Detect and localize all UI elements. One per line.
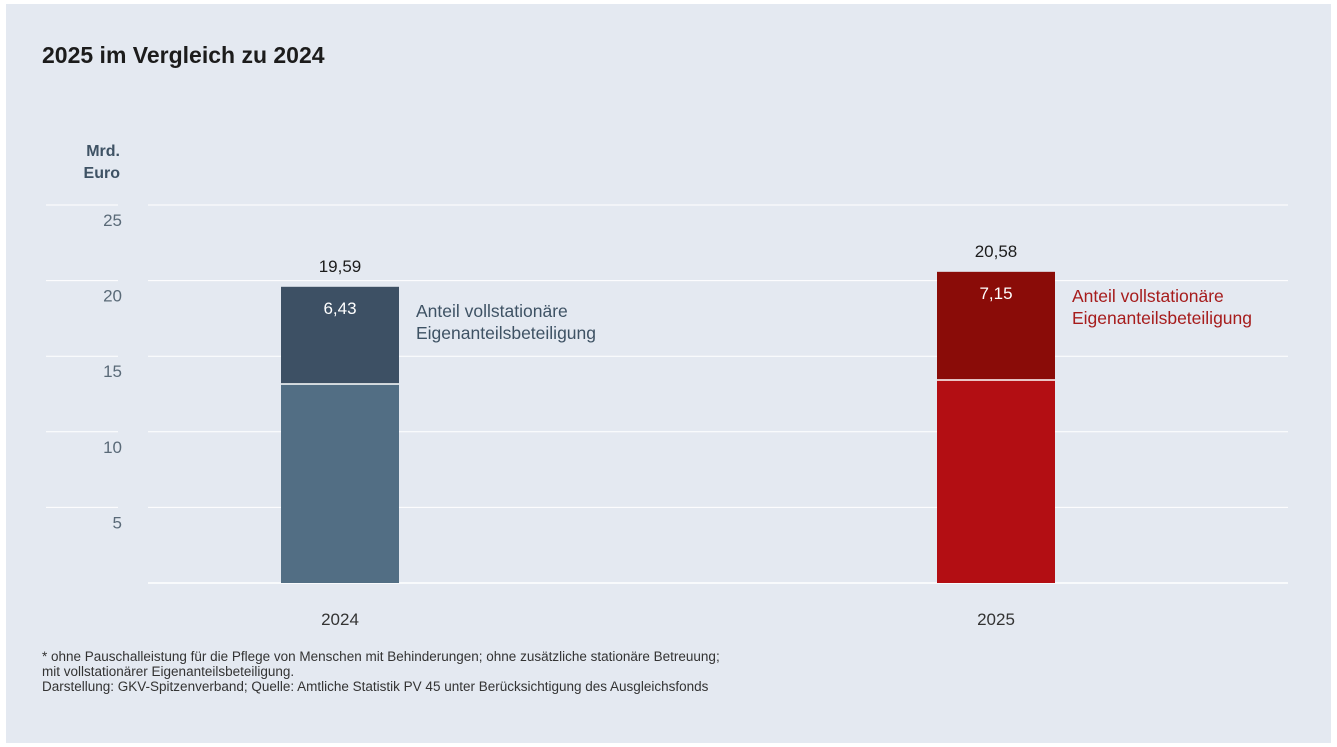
bar-base-2025 [937, 379, 1055, 583]
y-tick-label-25: 25 [103, 211, 122, 230]
bar-annotation-2025-line-1: Anteil vollstationäre [1072, 286, 1224, 306]
y-tick-label-5: 5 [113, 513, 122, 532]
footnote: * ohne Pauschalleistung für die Pflege v… [42, 649, 1042, 694]
footnote-source: Darstellung: GKV-Spitzenverband; Quelle:… [42, 679, 709, 694]
footnote-line-2: mit vollstationärer Eigenanteilsbeteilig… [42, 664, 295, 679]
x-tick-label-2025: 2025 [977, 610, 1015, 629]
bar-segment-top-2024 [281, 286, 399, 385]
y-tick-label-20: 20 [103, 287, 122, 306]
bar-annotation-2024-line-2: Eigenanteilsbeteiligung [416, 323, 596, 343]
bar-base-2024 [281, 384, 399, 583]
x-tick-label-2024: 2024 [321, 610, 359, 629]
bar-annotation-2024-line-1: Anteil vollstationäre [416, 301, 568, 321]
bar-total-label-2024: 19,59 [319, 257, 362, 276]
y-tick-label-10: 10 [103, 438, 122, 457]
bar-segment-top-2025 [937, 271, 1055, 380]
footnote-line-1: * ohne Pauschalleistung für die Pflege v… [42, 649, 720, 664]
bar-annotation-2025-line-2: Eigenanteilsbeteiligung [1072, 308, 1252, 328]
y-axis-unit-label: Mrd. Euro [30, 141, 120, 185]
bar-total-label-2025: 20,58 [975, 242, 1018, 261]
y-axis-unit-line-1: Mrd. [86, 143, 120, 160]
chart-panel [6, 4, 1331, 743]
bar-segment-label-2024: 6,43 [323, 299, 356, 318]
y-axis-unit-line-2: Euro [83, 165, 120, 182]
bar-segment-label-2025: 7,15 [979, 284, 1012, 303]
chart-title: 2025 im Vergleich zu 2024 [42, 42, 325, 68]
y-tick-label-15: 15 [103, 362, 122, 381]
